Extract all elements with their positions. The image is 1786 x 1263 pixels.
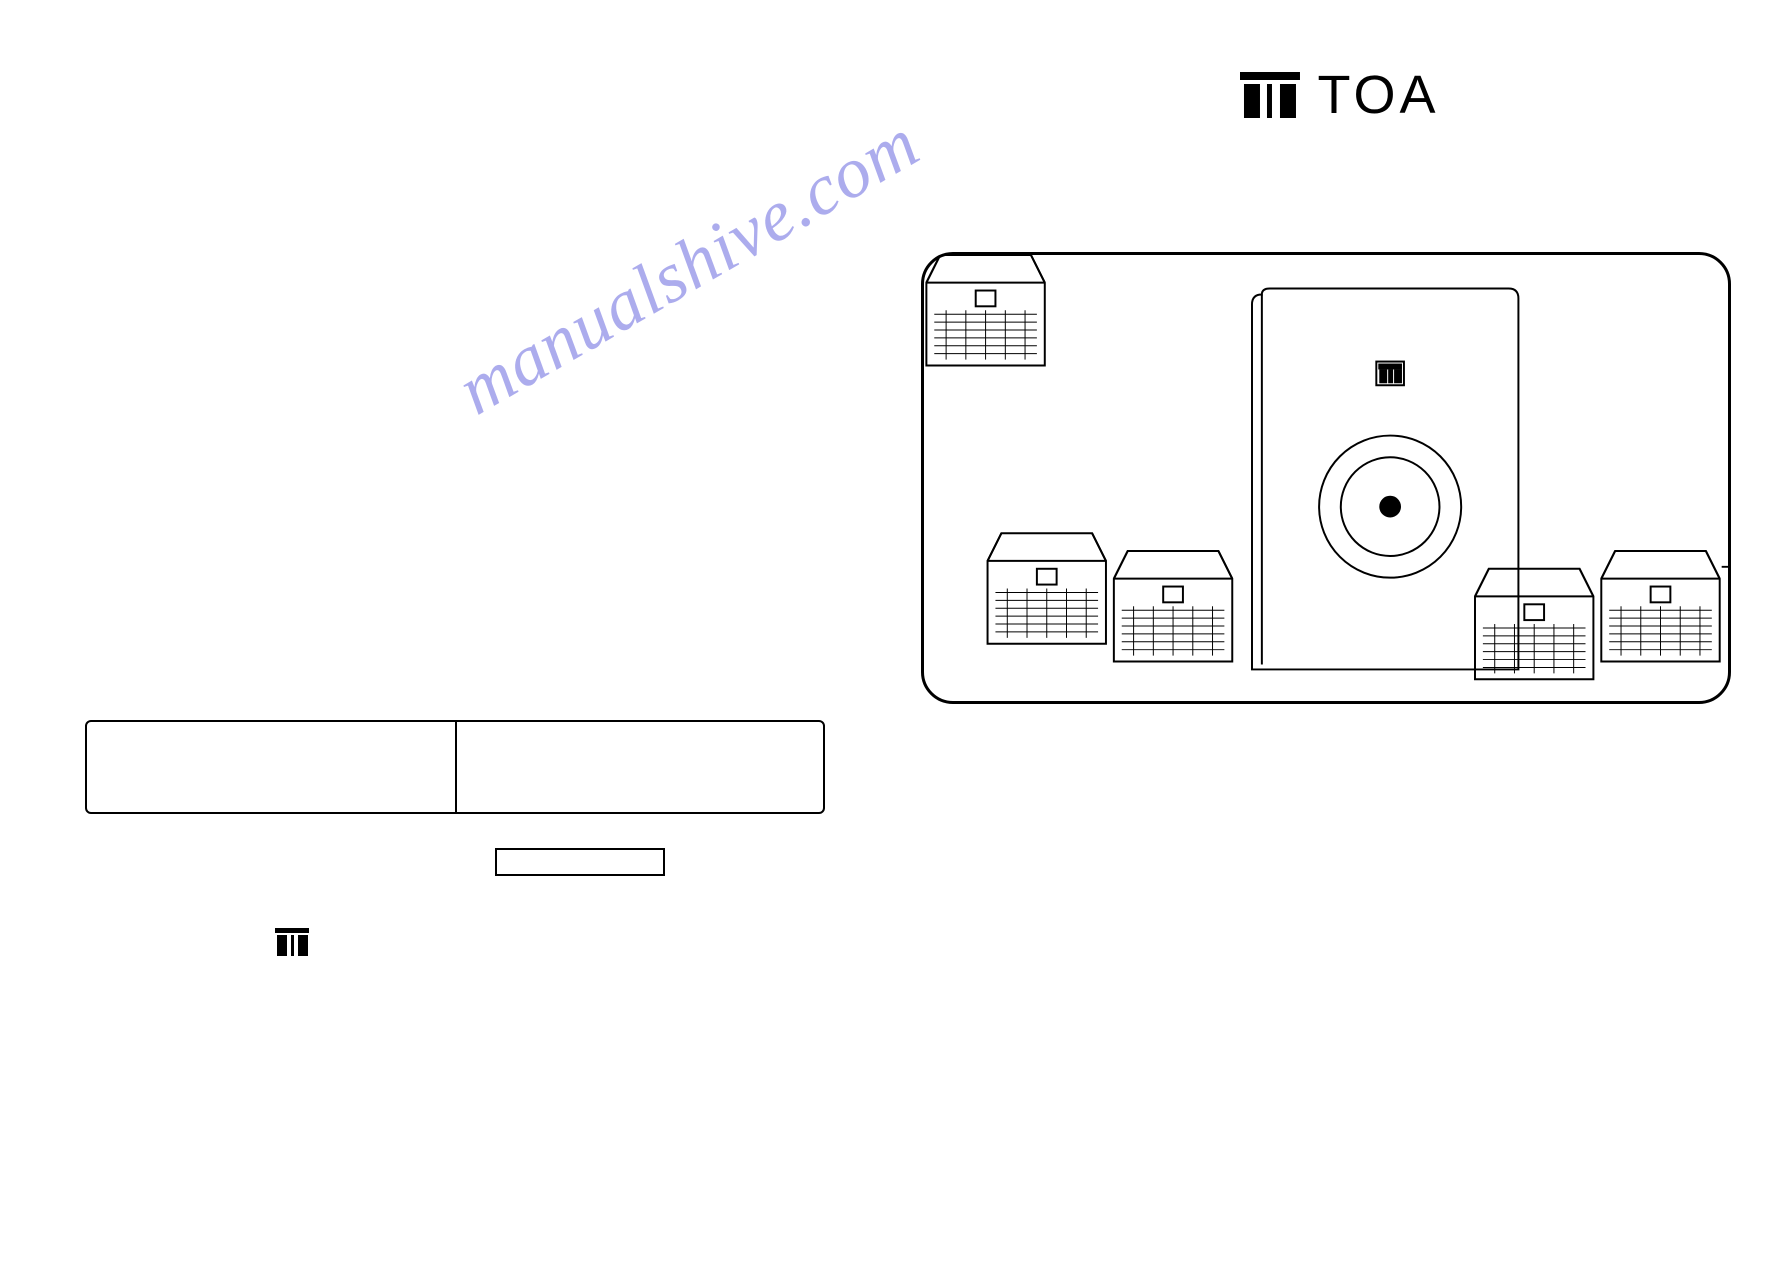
satellite-speakers (926, 255, 1719, 679)
accessories-table-divider (455, 722, 457, 812)
subwoofer (1252, 289, 1518, 670)
front-cover: TOA (893, 0, 1786, 1263)
accessories-table (85, 720, 825, 814)
note-box (495, 848, 665, 876)
back-page (0, 0, 893, 1263)
toa-logo-icon (1239, 72, 1299, 118)
toa-logo-text: TOA (1317, 64, 1439, 126)
toa-logo: TOA (1239, 64, 1439, 126)
toa-logo-small (275, 928, 309, 956)
product-diagram (921, 252, 1731, 704)
